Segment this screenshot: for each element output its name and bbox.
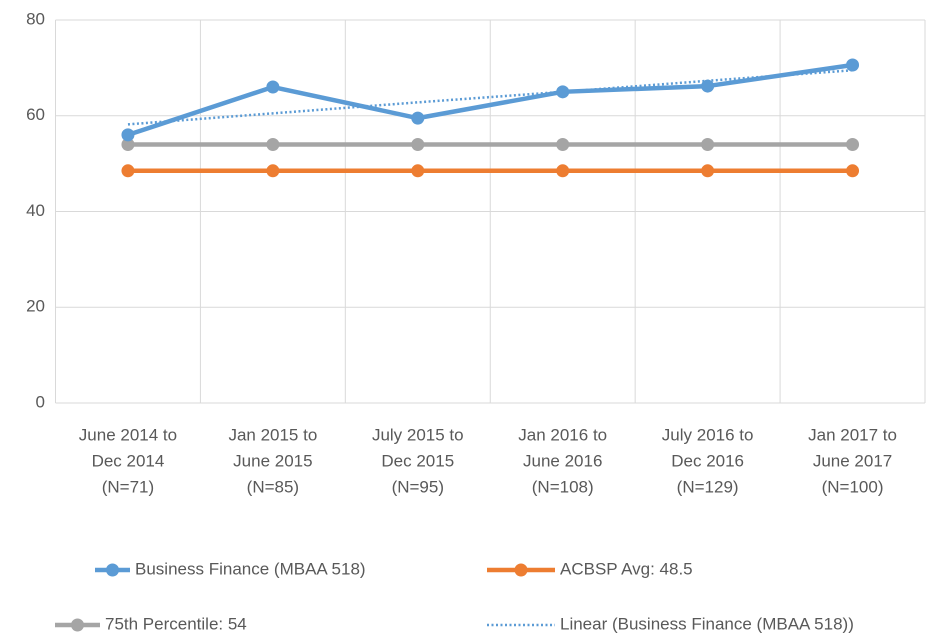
x-tick-label: Dec 2014 — [92, 451, 165, 470]
legend-marker — [514, 563, 528, 577]
x-tick-label: Jan 2016 to — [518, 425, 607, 444]
legend-label: 75th Percentile: 54 — [105, 614, 247, 633]
point — [846, 58, 860, 72]
x-tick-label: (N=71) — [102, 477, 154, 496]
x-tick-label: July 2016 to — [662, 425, 754, 444]
x-tick-label: June 2016 — [523, 451, 602, 470]
x-tick-label: Jan 2015 to — [228, 425, 317, 444]
y-tick-label: 60 — [26, 105, 45, 124]
x-tick-label: (N=100) — [822, 477, 884, 496]
x-tick-label: Jan 2017 to — [808, 425, 897, 444]
point — [846, 137, 860, 151]
y-tick-label: 0 — [36, 392, 45, 411]
series-line — [127, 62, 853, 138]
point — [121, 164, 135, 178]
legend-marker — [71, 618, 84, 632]
point — [411, 137, 425, 151]
x-tick-label: (N=85) — [247, 477, 299, 496]
point — [266, 80, 280, 94]
point — [556, 164, 570, 178]
x-tick-label: June 2015 — [233, 451, 312, 470]
point — [266, 164, 280, 178]
x-tick-label: Dec 2016 — [671, 451, 744, 470]
point — [846, 164, 860, 178]
point — [411, 111, 425, 125]
point — [701, 79, 715, 93]
y-tick-label: 80 — [26, 9, 45, 28]
x-tick-label: (N=95) — [392, 477, 444, 496]
point — [556, 137, 570, 151]
point — [701, 164, 715, 178]
point — [411, 164, 425, 178]
y-tick-label: 20 — [26, 297, 45, 316]
legend-label: Linear (Business Finance (MBAA 518)) — [560, 614, 854, 633]
x-tick-label: (N=108) — [532, 477, 594, 496]
y-tick-label: 40 — [26, 201, 45, 220]
point — [121, 137, 135, 151]
point — [121, 128, 135, 142]
point — [701, 137, 715, 151]
legend-label: Business Finance (MBAA 518) — [135, 559, 366, 578]
x-tick-label: June 2017 — [813, 451, 892, 470]
point — [266, 137, 280, 151]
x-tick-label: (N=129) — [677, 477, 739, 496]
legend-label: ACBSP Avg: 48.5 — [560, 559, 693, 578]
legend-marker — [106, 563, 119, 577]
x-tick-label: June 2014 to — [79, 425, 177, 444]
x-tick-label: July 2015 to — [372, 425, 464, 444]
x-tick-label: Dec 2015 — [381, 451, 454, 470]
point — [556, 85, 570, 99]
